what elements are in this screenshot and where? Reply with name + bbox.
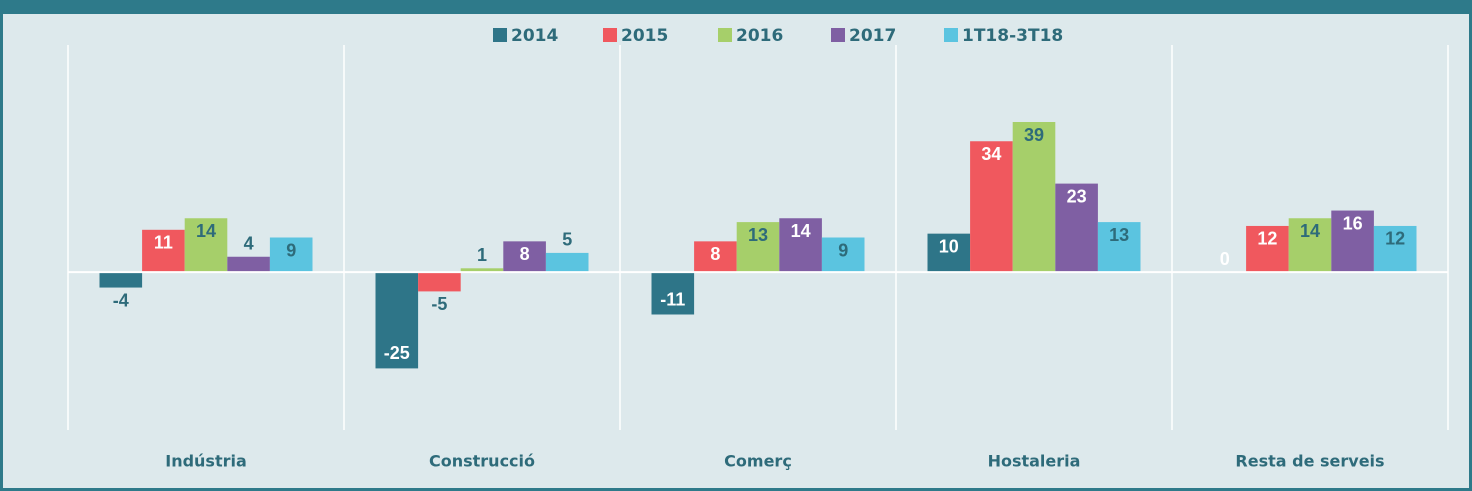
legend-label: 1T18-3T18: [962, 26, 1063, 46]
bar: [1331, 210, 1374, 273]
value-label: -5: [431, 294, 447, 314]
legend-swatch: [718, 28, 732, 42]
value-label: 23: [1067, 186, 1087, 206]
value-label: -11: [660, 289, 685, 309]
x-tick-label: Comerç: [724, 452, 792, 471]
legend-swatch: [944, 28, 958, 42]
value-label: 16: [1343, 213, 1363, 233]
bar: [375, 272, 419, 369]
bar: [1288, 218, 1332, 273]
legend-label: 2017: [849, 26, 896, 46]
value-label: 12: [1385, 229, 1405, 249]
value-label: 5: [562, 230, 572, 250]
bar: [269, 237, 313, 273]
value-label: 39: [1024, 125, 1044, 145]
bar: [651, 272, 695, 315]
bar: [821, 237, 865, 273]
value-label: 14: [1300, 221, 1320, 241]
value-label: 8: [710, 244, 720, 264]
bar: [545, 252, 589, 273]
bar: [736, 222, 780, 273]
value-label: 13: [1109, 225, 1129, 245]
value-label: 10: [939, 236, 959, 256]
bar: [503, 241, 546, 273]
legend-swatch: [493, 28, 507, 42]
value-label: -4: [113, 290, 129, 310]
legend-label: 2015: [621, 26, 668, 46]
bar: [99, 272, 143, 288]
value-label: 0: [1220, 249, 1230, 269]
x-tick-label: Indústria: [165, 452, 247, 471]
legend-swatch: [831, 28, 845, 42]
bar: [1055, 183, 1098, 273]
value-label: 9: [838, 240, 848, 260]
bar: [927, 233, 971, 273]
bar: [227, 256, 270, 273]
legend-label: 2014: [511, 26, 558, 46]
bar: [779, 218, 822, 273]
x-tick-label: Resta de serveis: [1235, 452, 1384, 471]
legend-swatch: [603, 28, 617, 42]
bar: [1246, 225, 1289, 273]
value-label: 1: [477, 245, 487, 265]
bar: [1097, 222, 1141, 273]
value-label: 13: [748, 225, 768, 245]
bar: [1012, 122, 1056, 273]
legend-label: 2016: [736, 26, 783, 46]
bar: [418, 272, 461, 292]
bar: [184, 218, 228, 273]
value-label: 11: [154, 233, 173, 253]
value-label: 14: [196, 221, 216, 241]
value-label: 34: [981, 144, 1001, 164]
bar: [460, 268, 504, 273]
value-label: 8: [520, 244, 530, 264]
x-tick-label: Construcció: [429, 452, 535, 471]
x-tick-label: Hostaleria: [988, 452, 1081, 471]
value-label: 9: [286, 240, 296, 260]
bar: [694, 241, 737, 273]
bar: [142, 229, 185, 273]
value-label: 12: [1257, 229, 1277, 249]
value-label: 4: [244, 234, 254, 254]
bar: [1373, 225, 1417, 273]
value-label: 14: [791, 221, 811, 241]
value-label: -25: [384, 343, 410, 363]
bar: [970, 141, 1013, 273]
